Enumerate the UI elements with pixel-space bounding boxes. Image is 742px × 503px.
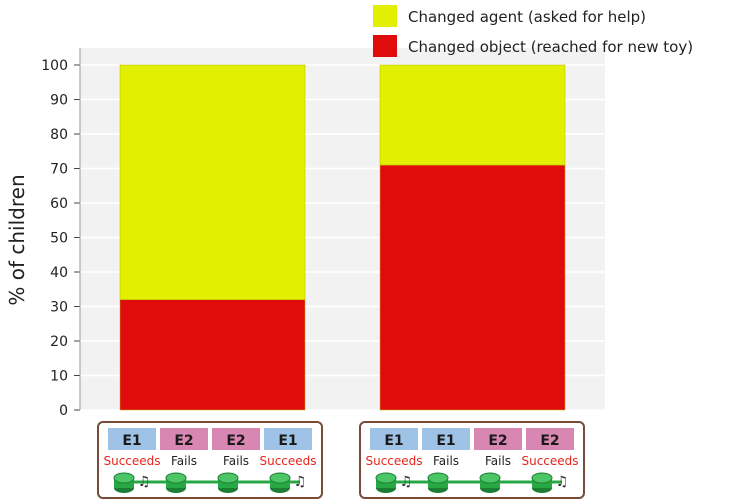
y-tick-label: 0 xyxy=(59,403,68,419)
outcome-label: Fails xyxy=(223,454,249,468)
music-note-icon: ♫ xyxy=(556,474,569,490)
agent-badge-label: E2 xyxy=(540,433,559,449)
bar-segment xyxy=(119,64,306,300)
y-tick-label: 30 xyxy=(50,300,68,316)
agent-badge-label: E1 xyxy=(122,433,141,449)
toy-top-icon xyxy=(375,472,397,484)
bar-segment xyxy=(379,64,566,166)
bar-segment xyxy=(119,299,306,411)
agent-badge xyxy=(160,428,208,450)
agent-badge xyxy=(422,428,470,450)
y-tick-label: 60 xyxy=(50,196,68,212)
toy-top-icon xyxy=(165,472,187,484)
y-tick-label: 10 xyxy=(50,369,68,385)
agent-badge xyxy=(370,428,418,450)
agent-badge xyxy=(526,428,574,450)
bars xyxy=(119,64,566,411)
agent-badge xyxy=(108,428,156,450)
toy-top-icon xyxy=(427,472,449,484)
y-tick-label: 90 xyxy=(50,93,68,109)
y-axis: 0 10 20 30 40 50 60 70 80 90 100 xyxy=(41,48,81,419)
agent-badge-label: E2 xyxy=(488,433,507,449)
y-tick-label: 50 xyxy=(50,231,68,247)
outcome-label: Succeeds xyxy=(103,454,160,468)
scenario-panel: E1 Succeeds ♫ E2 Fails E2 Fails E1 Succeeds ♫ xyxy=(97,421,323,499)
toy-top-icon xyxy=(479,472,501,484)
y-tick-label: 70 xyxy=(50,162,68,178)
music-note-icon: ♫ xyxy=(138,474,151,490)
agent-badge-label: E1 xyxy=(436,433,455,449)
y-tick-label: 40 xyxy=(50,265,68,281)
y-tick-label: 20 xyxy=(50,334,68,350)
legend-label: Changed agent (asked for help) xyxy=(408,8,646,26)
toy-top-icon xyxy=(531,472,553,484)
outcome-label: Succeeds xyxy=(521,454,578,468)
outcome-label: Fails xyxy=(171,454,197,468)
toy-top-icon xyxy=(113,472,135,484)
bar-segment xyxy=(379,164,566,411)
agent-badge xyxy=(264,428,312,450)
outcome-label: Fails xyxy=(485,454,511,468)
agent-badge xyxy=(474,428,522,450)
legend-swatch xyxy=(373,35,397,57)
y-tick-label: 80 xyxy=(50,127,68,143)
toy-top-icon xyxy=(217,472,239,484)
legend-label: Changed object (reached for new toy) xyxy=(408,38,693,56)
music-note-icon: ♫ xyxy=(400,474,413,490)
outcome-label: Fails xyxy=(433,454,459,468)
outcome-label: Succeeds xyxy=(365,454,422,468)
legend-swatch xyxy=(373,5,397,27)
toy-top-icon xyxy=(269,472,291,484)
scenario-panel: E1 Succeeds ♫ E1 Fails E2 Fails E2 Succeeds ♫ xyxy=(359,421,585,499)
y-axis-label: % of children xyxy=(5,174,29,305)
agent-badge xyxy=(212,428,260,450)
outcome-label: Succeeds xyxy=(259,454,316,468)
agent-badge-label: E1 xyxy=(384,433,403,449)
agent-badge-label: E2 xyxy=(226,433,245,449)
music-note-icon: ♫ xyxy=(294,474,307,490)
y-tick-label: 100 xyxy=(41,58,68,74)
agent-badge-label: E2 xyxy=(174,433,193,449)
legend: Changed agent (asked for help) Changed ob… xyxy=(373,5,693,57)
scenario-panels: E1 Succeeds ♫ E2 Fails E2 Fails E1 Succeeds ♫ E1 Su… xyxy=(97,421,585,499)
agent-badge-label: E1 xyxy=(278,433,297,449)
